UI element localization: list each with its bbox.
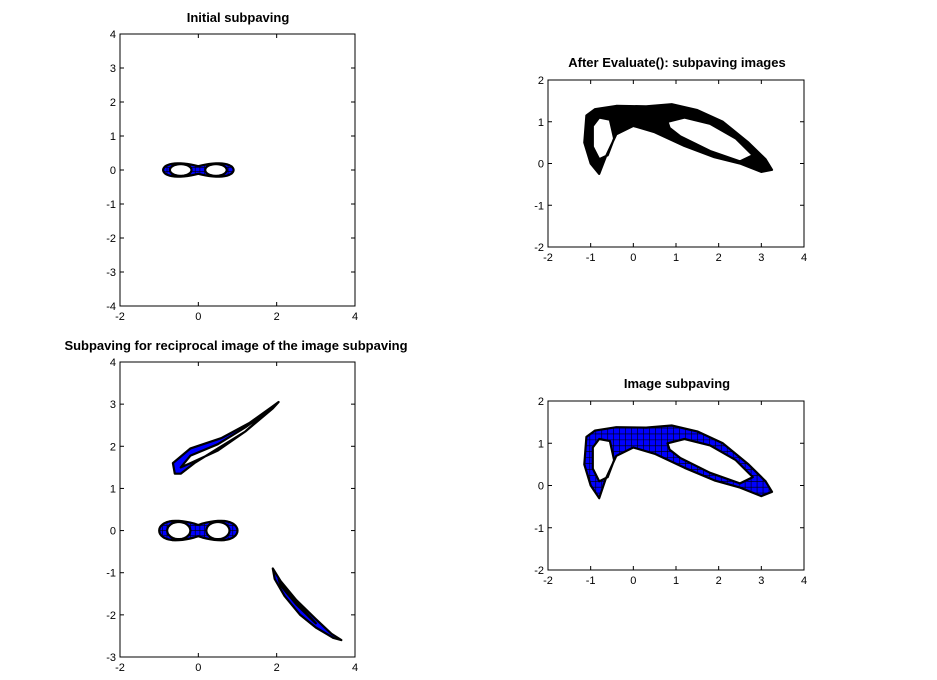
y-tick-label: 3 [110, 399, 116, 411]
y-tick-label: 2 [110, 97, 116, 109]
subpaving-region [583, 103, 774, 175]
y-tick-label: 4 [110, 357, 116, 369]
x-tick-label: 0 [195, 311, 201, 323]
x-tick-label: 4 [352, 662, 358, 674]
y-tick-label: -3 [106, 267, 116, 279]
y-tick-label: 2 [538, 75, 544, 87]
x-tick-label: 4 [801, 575, 807, 587]
y-tick-label: -1 [106, 568, 116, 580]
y-tick-label: 1 [110, 483, 116, 495]
y-tick-label: 1 [538, 438, 544, 450]
y-tick-label: 2 [110, 441, 116, 453]
x-tick-label: 2 [274, 662, 280, 674]
x-tick-label: -2 [115, 311, 125, 323]
x-tick-label: 0 [195, 662, 201, 674]
x-tick-label: 2 [274, 311, 280, 323]
plot-reciprocal-image: Subpaving for reciprocal image of the im… [64, 338, 407, 674]
x-tick-label: 1 [673, 252, 679, 264]
x-tick-label: -2 [543, 575, 553, 587]
x-tick-label: 2 [716, 252, 722, 264]
x-tick-label: -2 [115, 662, 125, 674]
y-tick-label: 0 [110, 165, 116, 177]
region-fill [271, 567, 343, 642]
x-tick-label: -2 [543, 252, 553, 264]
subpaving-region [271, 567, 343, 642]
y-tick-label: -3 [106, 652, 116, 664]
plot-image-subpaving: Image subpaving -2 -1 0 1 2 3 4 -2 -1 0 1 2 [534, 376, 807, 587]
plot-initial-subpaving: Initial subpaving -2 0 2 4 -4 -3 -2 -1 0 1 2 3 4 [106, 10, 358, 323]
x-tick-label: 2 [716, 575, 722, 587]
x-tick-label: -1 [586, 575, 596, 587]
region-fill [583, 424, 774, 500]
axes-frame [119, 361, 356, 658]
y-tick-label: -2 [106, 610, 116, 622]
plot-after-evaluate: After Evaluate(): subpaving images -2 -1 0… [534, 55, 807, 264]
plot-title: Initial subpaving [187, 10, 290, 25]
x-tick-label: 3 [758, 575, 764, 587]
y-tick-label: 0 [538, 159, 544, 171]
plot-title: Image subpaving [624, 376, 730, 391]
x-tick-label: 4 [352, 311, 358, 323]
region-fill [583, 103, 774, 175]
y-tick-label: 0 [538, 481, 544, 493]
y-tick-label: -1 [106, 199, 116, 211]
y-tick-label: 1 [538, 117, 544, 129]
axes-frame [119, 33, 356, 307]
y-tick-label: -2 [534, 565, 544, 577]
y-tick-label: 1 [110, 131, 116, 143]
x-tick-label: 1 [673, 575, 679, 587]
x-tick-label: 3 [758, 252, 764, 264]
y-tick-label: 3 [110, 63, 116, 75]
y-tick-label: 2 [538, 396, 544, 408]
subpaving-region [158, 519, 239, 542]
y-tick-label: -1 [534, 523, 544, 535]
y-tick-label: -2 [106, 233, 116, 245]
subpaving-region [171, 400, 280, 475]
y-tick-label: -1 [534, 200, 544, 212]
plot-title: After Evaluate(): subpaving images [568, 55, 785, 70]
y-tick-label: 4 [110, 29, 116, 41]
x-tick-label: -1 [586, 252, 596, 264]
y-tick-label: 0 [110, 526, 116, 538]
y-tick-label: -2 [534, 242, 544, 254]
region-fill [171, 400, 280, 475]
x-tick-label: 0 [630, 575, 636, 587]
x-tick-label: 0 [630, 252, 636, 264]
plot-title: Subpaving for reciprocal image of the im… [64, 338, 407, 353]
x-tick-label: 4 [801, 252, 807, 264]
y-tick-label: -4 [106, 301, 116, 313]
